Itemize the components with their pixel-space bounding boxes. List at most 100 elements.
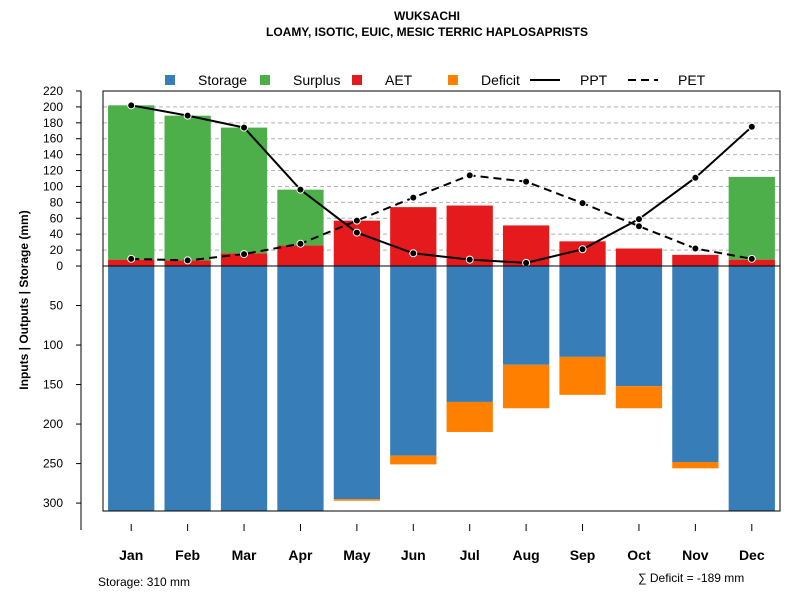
x-tick-label: Dec <box>739 547 765 563</box>
ppt-point <box>296 185 305 194</box>
surplus-bar <box>220 127 268 254</box>
y-tick-label: 20 <box>50 243 64 257</box>
x-tick-label: Jan <box>119 547 143 563</box>
pet-point <box>127 254 136 263</box>
deficit-bar <box>615 386 663 409</box>
axes: 0204060801001201401601802002205010015020… <box>43 84 781 563</box>
storage-bar <box>615 266 663 387</box>
storage-bar <box>220 266 268 511</box>
y-tick-label: 200 <box>43 100 63 114</box>
aet-bar <box>333 220 381 266</box>
storage-bar <box>559 266 606 357</box>
y-tick-label: 220 <box>43 84 63 98</box>
x-tick-label: Mar <box>232 547 257 563</box>
legend-swatch <box>165 75 175 85</box>
ppt-point <box>578 245 587 254</box>
deficit-bar <box>446 401 493 432</box>
surplus-bar <box>164 115 211 261</box>
y-tick-label: 140 <box>43 148 63 162</box>
chart-subtitle: LOAMY, ISOTIC, EUIC, MESIC TERRIC HAPLOS… <box>266 25 588 39</box>
legend-swatch <box>448 75 458 85</box>
deficit-bar <box>333 499 381 501</box>
pet-point <box>691 244 700 253</box>
surplus-bar <box>108 105 155 260</box>
ppt-point <box>522 258 531 267</box>
x-tick-label: May <box>343 547 370 563</box>
legend-label: PPT <box>580 72 608 88</box>
storage-bar <box>108 266 155 511</box>
x-tick-label: Apr <box>288 547 313 563</box>
x-tick-label: Aug <box>513 547 540 563</box>
deficit-note: ∑ Deficit = -189 mm <box>638 571 744 585</box>
pet-point <box>183 256 192 265</box>
deficit-bar <box>559 356 606 395</box>
storage-bar <box>672 266 719 462</box>
pet-point <box>240 250 249 259</box>
storage-bar <box>277 266 324 511</box>
deficit-bar <box>390 455 437 465</box>
y-tick-label: 120 <box>43 164 63 178</box>
pet-point <box>352 216 361 225</box>
series-lines <box>127 101 756 267</box>
ppt-point <box>127 101 136 110</box>
legend-label: Surplus <box>293 72 340 88</box>
legend-label: Deficit <box>481 72 520 88</box>
plot-frame <box>102 90 781 512</box>
ppt-point <box>747 122 756 131</box>
bars <box>108 105 775 511</box>
legend-label: PET <box>678 72 706 88</box>
legend-label: Storage <box>198 72 247 88</box>
pet-point <box>578 199 587 208</box>
legend: Storage Surplus AET Deficit PPT PET <box>165 72 706 88</box>
x-tick-label: Jul <box>460 547 480 563</box>
pet-point <box>409 193 418 202</box>
ppt-point <box>352 228 361 237</box>
pet-point <box>634 222 643 231</box>
pet-point <box>522 177 531 186</box>
ppt-point <box>465 255 474 264</box>
aet-bar <box>220 253 268 266</box>
y-tick-label: 0 <box>56 259 63 273</box>
ppt-line <box>131 104 753 264</box>
y-tick-label: 60 <box>50 211 64 225</box>
deficit-bar <box>672 462 719 469</box>
x-tick-label: Feb <box>175 547 200 563</box>
y-tick-label: 50 <box>50 299 64 313</box>
storage-bar <box>446 266 493 402</box>
legend-label: AET <box>385 72 413 88</box>
aet-bar <box>615 248 663 266</box>
x-tick-label: Oct <box>627 547 651 563</box>
pet-point <box>747 254 756 263</box>
pet-point <box>296 239 305 248</box>
storage-bar <box>164 266 211 511</box>
y-tick-label: 100 <box>43 179 63 193</box>
surplus-bar <box>728 176 775 260</box>
ppt-point <box>240 123 249 132</box>
storage-note: Storage: 310 mm <box>98 575 190 589</box>
y-tick-label: 180 <box>43 116 63 130</box>
surplus-bar <box>277 189 324 246</box>
y-tick-label: 100 <box>43 338 63 352</box>
ppt-point <box>409 249 418 258</box>
gridlines <box>103 90 780 251</box>
y-tick-label: 300 <box>43 496 63 510</box>
x-tick-label: Nov <box>682 547 709 563</box>
chart-title: WUKSACHI <box>394 9 460 23</box>
legend-swatch <box>352 75 362 85</box>
ppt-point <box>634 215 643 224</box>
deficit-bar <box>502 364 550 409</box>
y-tick-label: 80 <box>50 195 64 209</box>
y-tick-label: 150 <box>43 378 63 392</box>
aet-bar <box>672 254 719 266</box>
ppt-point <box>691 173 700 182</box>
y-tick-label: 200 <box>43 417 63 431</box>
storage-bar <box>390 266 437 456</box>
y-axis-label: Inputs | Outputs | Storage (mm) <box>17 210 31 389</box>
legend-swatch <box>260 75 270 85</box>
storage-bar <box>502 266 550 365</box>
x-tick-label: Sep <box>570 547 596 563</box>
pet-point <box>465 171 474 180</box>
y-tick-label: 250 <box>43 457 63 471</box>
aet-bar <box>277 245 324 266</box>
